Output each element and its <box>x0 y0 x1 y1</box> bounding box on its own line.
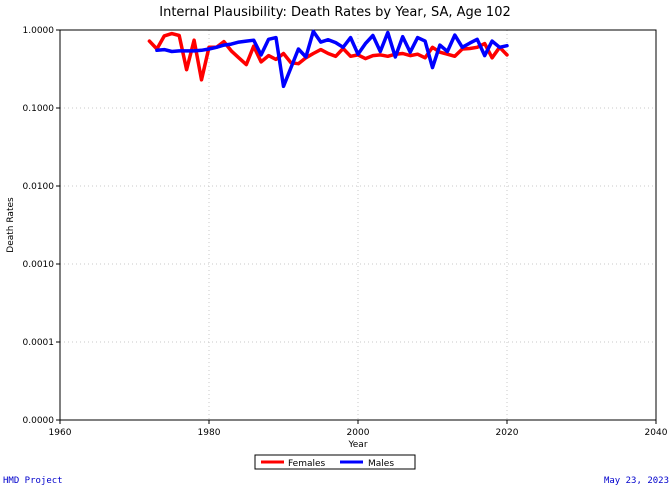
x-tick-label: 1960 <box>49 428 72 438</box>
footer-date: May 23, 2023 <box>603 476 669 486</box>
y-axis-ticks: 0.0000 0.0001 0.0010 0.0100 0.1000 1.0000 <box>23 26 60 426</box>
y-tick-label: 0.1000 <box>23 104 55 114</box>
series-line-males <box>155 29 509 89</box>
y-axis-label: Death Rates <box>6 197 16 253</box>
x-axis-label: Year <box>347 440 367 450</box>
series-lines <box>147 29 509 89</box>
legend-label-females: Females <box>288 459 326 469</box>
legend: Females Males <box>254 454 416 470</box>
y-tick-label: 0.0100 <box>23 182 55 192</box>
y-tick-label: 0.0001 <box>23 338 55 348</box>
y-tick-label: 0.0000 <box>23 416 55 426</box>
x-axis-ticks: 1960 1980 2000 2020 2040 <box>49 420 668 438</box>
x-tick-label: 1980 <box>198 428 221 438</box>
footer-source: HMD Project <box>3 476 63 486</box>
chart-title: Internal Plausibility: Death Rates by Ye… <box>159 5 510 20</box>
y-tick-label: 0.0010 <box>23 260 55 270</box>
x-tick-label: 2040 <box>645 428 668 438</box>
x-tick-label: 2020 <box>496 428 519 438</box>
legend-box <box>254 454 416 470</box>
gridlines <box>60 30 656 420</box>
x-tick-label: 2000 <box>347 428 370 438</box>
y-tick-label: 1.0000 <box>23 26 55 36</box>
legend-label-males: Males <box>368 459 394 469</box>
plot-frame <box>59 29 657 421</box>
